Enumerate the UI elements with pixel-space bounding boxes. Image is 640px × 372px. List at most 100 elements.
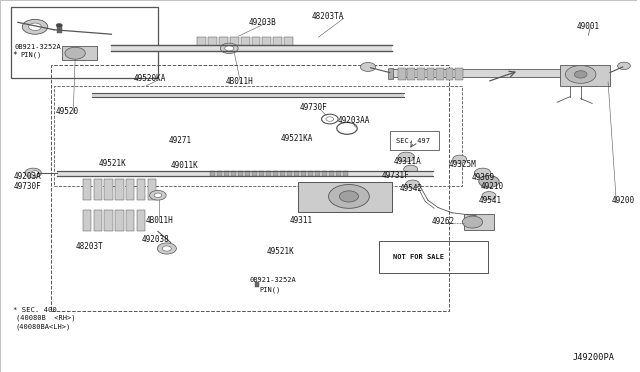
- Bar: [455, 68, 463, 80]
- Text: 492038: 492038: [141, 235, 169, 244]
- Bar: [148, 179, 156, 200]
- Text: 0B921-3252A: 0B921-3252A: [14, 44, 61, 50]
- Circle shape: [31, 171, 39, 175]
- Circle shape: [22, 19, 48, 34]
- Bar: [463, 214, 494, 230]
- Text: 49262: 49262: [432, 217, 455, 226]
- Bar: [126, 179, 134, 200]
- Text: (40080BA<LH>): (40080BA<LH>): [16, 323, 71, 330]
- Bar: [252, 37, 260, 51]
- Text: 49210: 49210: [481, 182, 504, 191]
- Bar: [329, 171, 334, 176]
- Text: SEC. 497: SEC. 497: [396, 138, 430, 144]
- Bar: [83, 210, 91, 231]
- Circle shape: [474, 168, 491, 178]
- Text: PIN(): PIN(): [260, 286, 281, 293]
- Bar: [390, 131, 439, 150]
- Text: 49311A: 49311A: [394, 157, 421, 166]
- Circle shape: [25, 168, 42, 178]
- Text: 49203A: 49203A: [14, 172, 42, 181]
- Bar: [93, 179, 102, 200]
- Circle shape: [29, 23, 42, 31]
- Bar: [208, 37, 217, 51]
- Bar: [308, 171, 313, 176]
- Text: 48203TA: 48203TA: [312, 12, 344, 21]
- Text: 4B011H: 4B011H: [145, 216, 173, 225]
- Circle shape: [150, 190, 166, 200]
- Circle shape: [574, 71, 587, 78]
- Circle shape: [565, 65, 596, 83]
- Bar: [398, 68, 406, 80]
- Text: (40080B  <RH>): (40080B <RH>): [16, 315, 76, 321]
- Bar: [115, 179, 124, 200]
- Bar: [12, 7, 158, 78]
- Circle shape: [163, 246, 172, 251]
- Bar: [93, 210, 102, 231]
- Bar: [322, 171, 327, 176]
- Text: 49541: 49541: [479, 196, 502, 205]
- Text: 49521K: 49521K: [99, 159, 127, 168]
- Bar: [294, 171, 300, 176]
- Bar: [83, 179, 91, 200]
- Bar: [111, 45, 392, 51]
- Circle shape: [360, 62, 376, 71]
- Circle shape: [157, 243, 177, 254]
- Text: PIN(): PIN(): [20, 52, 42, 58]
- Bar: [104, 210, 113, 231]
- Text: 49011K: 49011K: [171, 161, 198, 170]
- Bar: [259, 171, 264, 176]
- Bar: [197, 37, 206, 51]
- Circle shape: [404, 165, 418, 173]
- Bar: [231, 171, 236, 176]
- Text: 49203AA: 49203AA: [337, 116, 370, 125]
- Circle shape: [339, 191, 358, 202]
- Bar: [388, 68, 394, 79]
- Circle shape: [406, 180, 420, 188]
- Text: 49520KA: 49520KA: [134, 74, 166, 83]
- Bar: [280, 171, 285, 176]
- Text: 4B011H: 4B011H: [226, 77, 254, 86]
- Text: 49271: 49271: [169, 136, 192, 145]
- Bar: [298, 182, 392, 212]
- Circle shape: [618, 62, 630, 70]
- Text: 49521K: 49521K: [266, 247, 294, 256]
- Bar: [445, 68, 453, 80]
- Bar: [238, 171, 243, 176]
- Bar: [241, 37, 250, 51]
- Bar: [58, 171, 433, 176]
- Circle shape: [479, 176, 499, 187]
- Bar: [245, 171, 250, 176]
- Bar: [58, 26, 62, 33]
- Bar: [255, 282, 259, 287]
- Bar: [137, 210, 145, 231]
- Circle shape: [462, 216, 483, 228]
- Bar: [219, 37, 228, 51]
- Bar: [266, 171, 271, 176]
- Text: 48203T: 48203T: [75, 242, 103, 251]
- Bar: [343, 171, 348, 176]
- Circle shape: [225, 46, 234, 51]
- Bar: [273, 171, 278, 176]
- Bar: [126, 210, 134, 231]
- Bar: [54, 86, 461, 186]
- Circle shape: [220, 43, 238, 54]
- Text: 49542: 49542: [400, 185, 423, 193]
- Bar: [408, 68, 415, 80]
- Circle shape: [154, 193, 162, 198]
- Text: 49325M: 49325M: [449, 160, 477, 169]
- Bar: [427, 68, 434, 80]
- Bar: [252, 171, 257, 176]
- Text: 49521KA: 49521KA: [280, 134, 312, 143]
- Text: J49200PA: J49200PA: [573, 353, 615, 362]
- Bar: [262, 37, 271, 51]
- Text: 49369: 49369: [471, 173, 494, 182]
- Text: 49520: 49520: [56, 107, 79, 116]
- Bar: [217, 171, 222, 176]
- Bar: [230, 37, 239, 51]
- Circle shape: [452, 155, 467, 163]
- Bar: [560, 65, 610, 86]
- Text: 49731F: 49731F: [382, 171, 410, 180]
- Bar: [287, 171, 292, 176]
- Text: 49730F: 49730F: [14, 182, 42, 191]
- Bar: [273, 37, 282, 51]
